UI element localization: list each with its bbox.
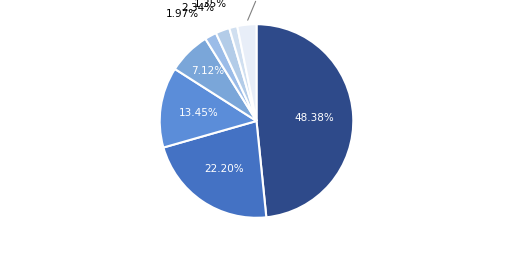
Text: 3.19%: 3.19%	[244, 0, 277, 20]
Text: 1.35%: 1.35%	[194, 0, 227, 9]
Wedge shape	[216, 28, 256, 121]
Wedge shape	[256, 24, 353, 217]
Legend: 北美, 欧洲, 中国, 日本, 东南亚, 印度, 南美, 全球其他: 北美, 欧洲, 中国, 日本, 东南亚, 印度, 南美, 全球其他	[128, 272, 385, 275]
Wedge shape	[160, 69, 256, 148]
Text: 13.45%: 13.45%	[179, 108, 219, 118]
Wedge shape	[229, 26, 256, 121]
Wedge shape	[175, 39, 256, 121]
Text: 48.38%: 48.38%	[294, 113, 334, 123]
Wedge shape	[164, 121, 266, 218]
Text: 1.97%: 1.97%	[166, 9, 199, 20]
Text: 22.20%: 22.20%	[204, 164, 244, 174]
Wedge shape	[205, 33, 256, 121]
Text: 7.12%: 7.12%	[191, 67, 224, 76]
Wedge shape	[237, 24, 256, 121]
Text: 2.34%: 2.34%	[181, 3, 214, 13]
